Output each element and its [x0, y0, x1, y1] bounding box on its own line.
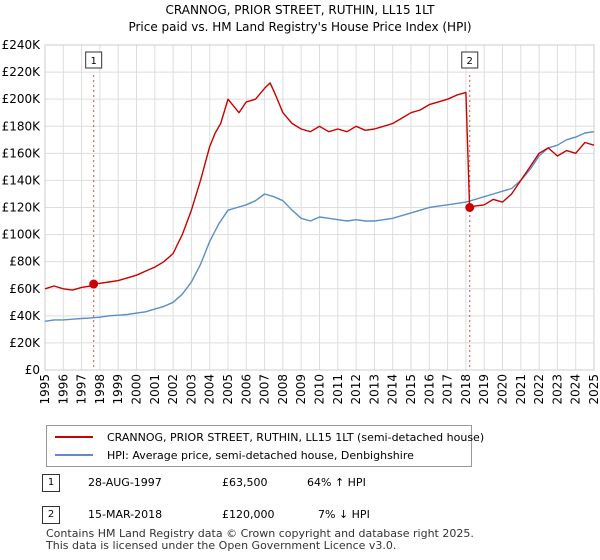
sale-point [465, 203, 475, 212]
transaction-badge: 2 [42, 506, 60, 524]
footer-line-1: Contains HM Land Registry data © Crown c… [46, 527, 474, 540]
transaction-row: 2 15-MAR-2018 £120,000 7% ↓ HPI [42, 506, 462, 526]
chart-title: CRANNOG, PRIOR STREET, RUTHIN, LL15 1LT [166, 3, 436, 17]
x-tick-label: 2017 [441, 374, 455, 405]
x-tick-label: 2007 [258, 374, 272, 405]
transaction-hpi: 64% ↑ HPI [307, 476, 366, 489]
x-tick-label: 2022 [532, 374, 546, 405]
x-tick-label: 1998 [93, 374, 107, 405]
x-tick-label: 2014 [386, 374, 400, 405]
sale-point [89, 279, 99, 289]
x-tick-label: 1997 [75, 374, 89, 405]
x-tick-label: 2012 [349, 374, 363, 405]
property-price-line [44, 82, 595, 291]
x-tick-label: 2005 [221, 374, 235, 405]
y-tick-label: £160K [2, 146, 42, 160]
legend-swatch-property [55, 436, 93, 438]
x-tick-label: 2003 [184, 374, 198, 405]
y-tick-label: £0 [25, 363, 40, 377]
x-tick-label: 2023 [550, 374, 564, 405]
transaction-hpi: 7% ↓ HPI [318, 508, 370, 521]
transaction-date: 15-MAR-2018 [88, 508, 163, 521]
x-tick-label: 2001 [148, 374, 162, 405]
x-tick-label: 2000 [130, 374, 144, 405]
sale-label: 1 [90, 56, 96, 67]
transaction-price: £63,500 [222, 476, 268, 489]
x-tick-label: 2010 [313, 374, 327, 405]
sale-label: 2 [467, 56, 473, 67]
legend-item-hpi: HPI: Average price, semi-detached house,… [55, 446, 414, 464]
legend-label-property: CRANNOG, PRIOR STREET, RUTHIN, LL15 1LT … [107, 430, 485, 444]
x-tick-label: 2016 [422, 374, 436, 405]
y-tick-label: £80K [9, 255, 41, 269]
price-chart: CRANNOG, PRIOR STREET, RUTHIN, LL15 1LT … [2, 3, 600, 405]
legend-swatch-hpi [55, 454, 93, 456]
x-tick-label: 1996 [56, 374, 70, 405]
x-tick-label: 2019 [477, 374, 491, 405]
x-tick-label: 2021 [514, 374, 528, 405]
x-tick-label: 2002 [166, 374, 180, 405]
y-tick-label: £140K [2, 173, 42, 187]
chart-subtitle: Price paid vs. HM Land Registry's House … [128, 20, 471, 34]
y-tick-label: £180K [2, 119, 42, 133]
transaction-price: £120,000 [222, 508, 275, 521]
plot-frame [44, 44, 595, 371]
footer-attribution: Contains HM Land Registry data © Crown c… [46, 528, 566, 552]
x-tick-label: 2009 [294, 374, 308, 405]
legend: CRANNOG, PRIOR STREET, RUTHIN, LL15 1LT … [46, 425, 484, 467]
legend-label-hpi: HPI: Average price, semi-detached house,… [107, 448, 414, 462]
x-tick-label: 1995 [38, 374, 52, 405]
y-tick-label: £220K [2, 65, 42, 79]
y-tick-label: £120K [2, 201, 42, 215]
x-tick-label: 2018 [459, 374, 473, 405]
y-tick-label: £240K [2, 38, 42, 52]
x-tick-label: 2025 [587, 374, 600, 405]
transaction-date: 28-AUG-1997 [88, 476, 162, 489]
x-tick-label: 2020 [496, 374, 510, 405]
legend-item-property: CRANNOG, PRIOR STREET, RUTHIN, LL15 1LT … [55, 428, 484, 446]
footer-line-2: This data is licensed under the Open Gov… [46, 539, 397, 552]
transaction-row: 1 28-AUG-1997 £63,500 64% ↑ HPI [42, 474, 462, 494]
sale-label-box [461, 51, 479, 69]
x-tick-label: 2006 [239, 374, 253, 405]
y-tick-label: £200K [2, 92, 42, 106]
x-tick-label: 2008 [276, 374, 290, 405]
sale-label-box [85, 51, 103, 69]
y-tick-label: £100K [2, 228, 42, 242]
x-tick-label: 1999 [111, 374, 125, 405]
y-tick-label: £20K [9, 336, 41, 350]
x-tick-label: 2004 [203, 374, 217, 405]
x-tick-label: 2015 [404, 374, 418, 405]
x-tick-label: 2013 [367, 374, 381, 405]
x-tick-label: 2011 [331, 374, 345, 405]
transaction-badge: 1 [42, 474, 60, 492]
y-tick-label: £60K [9, 282, 41, 296]
hpi-line [44, 131, 595, 322]
x-tick-label: 2024 [569, 374, 583, 405]
y-tick-label: £40K [9, 309, 41, 323]
